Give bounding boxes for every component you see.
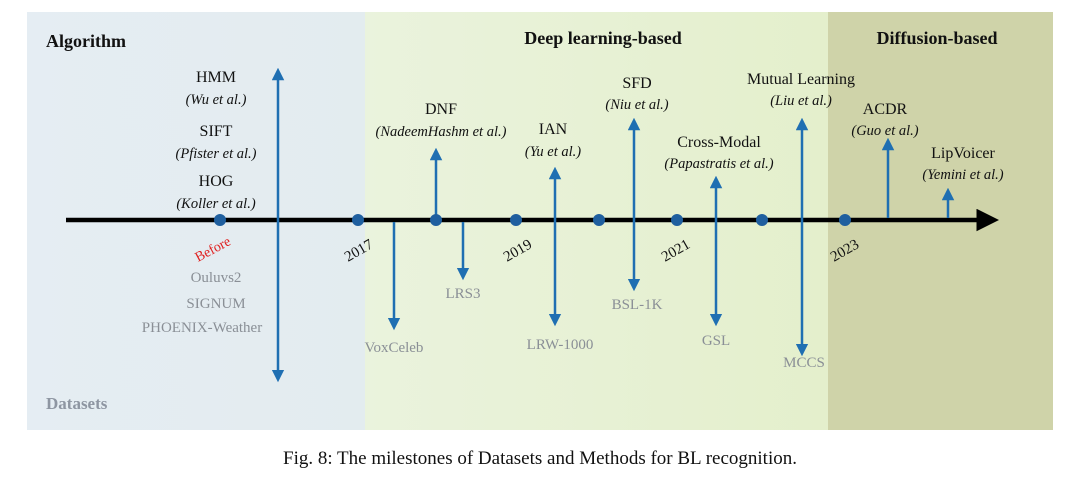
method-name: HOG — [199, 173, 234, 190]
timeline-dot — [510, 214, 522, 226]
method-name: Mutual Learning — [747, 71, 855, 88]
diffusion-header: Diffusion-based — [876, 28, 997, 48]
algorithm-header: Algorithm — [46, 31, 126, 51]
timeline-dot — [839, 214, 851, 226]
method-name: IAN — [539, 121, 568, 138]
method-name: LipVoicer — [931, 145, 995, 162]
deep-learning-header: Deep learning-based — [524, 28, 682, 48]
timeline-dot — [593, 214, 605, 226]
timeline-dot — [214, 214, 226, 226]
method-citation: (NadeemHashm et al.) — [376, 124, 507, 140]
method-name: SIFT — [200, 123, 233, 140]
method-citation: (Liu et al.) — [770, 93, 832, 109]
method-citation: (Pfister et al.) — [176, 146, 257, 162]
method-citation: (Wu et al.) — [186, 92, 247, 108]
dataset-label: GSL — [702, 333, 730, 349]
dataset-label: MCCS — [783, 355, 825, 371]
method-citation: (Yu et al.) — [525, 144, 581, 160]
method-citation: (Papastratis et al.) — [664, 156, 773, 172]
timeline-dot — [352, 214, 364, 226]
method-name: SFD — [622, 75, 651, 92]
method-name: HMM — [196, 69, 236, 86]
datasets-header: Datasets — [46, 394, 108, 413]
dataset-label: PHOENIX-Weather — [142, 320, 262, 336]
method-name: Cross-Modal — [677, 134, 761, 151]
dataset-label: SIGNUM — [186, 296, 245, 312]
dataset-label: LRW-1000 — [527, 337, 594, 353]
method-citation: (Guo et al.) — [851, 123, 918, 139]
method-citation: (Yemini et al.) — [922, 167, 1003, 183]
timeline-dot — [671, 214, 683, 226]
dataset-label: VoxCeleb — [365, 340, 424, 356]
dataset-label: LRS3 — [445, 286, 480, 302]
timeline-dot — [756, 214, 768, 226]
method-citation: (Niu et al.) — [605, 97, 668, 113]
timeline-dot — [430, 214, 442, 226]
method-name: DNF — [425, 101, 457, 118]
figure-caption: Fig. 8: The milestones of Datasets and M… — [283, 448, 797, 469]
method-name: ACDR — [863, 101, 908, 118]
method-citation: (Koller et al.) — [176, 196, 256, 212]
dataset-label: Ouluvs2 — [191, 270, 242, 286]
dataset-label: BSL-1K — [612, 297, 663, 313]
